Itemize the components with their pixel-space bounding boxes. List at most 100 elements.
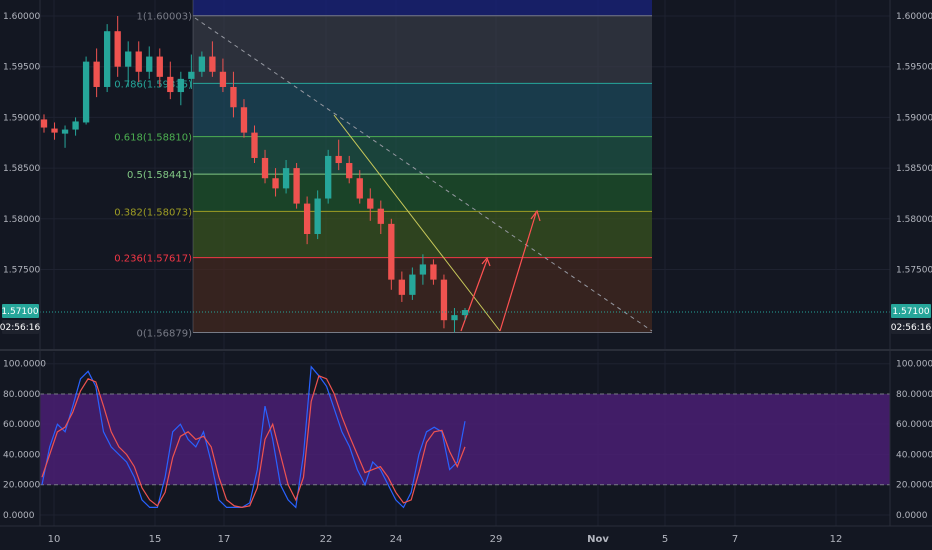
candle-body [82, 61, 90, 123]
fib-zone [193, 0, 652, 16]
osc-tick-left: 80.0000 [3, 390, 40, 400]
time-label: 15 [149, 534, 162, 545]
right-countdown: 02:56:16 [891, 323, 932, 333]
candle-body [240, 107, 248, 133]
price-tick-right: 1.59500 [896, 63, 932, 73]
price-tick-left: 1.58500 [3, 164, 40, 174]
time-label: 5 [662, 534, 668, 545]
price-tick-left: 1.59000 [3, 113, 40, 123]
fib-zone [193, 15, 652, 84]
candle-body [103, 31, 111, 87]
fibonacci-retracement[interactable]: 1(1.60003) 0.786(1.59335) 0.618(1.58810) 0.… [114, 0, 652, 339]
candle-body [72, 121, 79, 130]
price-tick-left: 1.57500 [3, 266, 40, 276]
stoch-d-line [41, 375, 466, 509]
time-label: 17 [218, 534, 231, 545]
candle-body [177, 78, 184, 93]
fib-level-label: 0.5(1.58441) [127, 170, 192, 181]
candle-body [398, 279, 406, 295]
osc-tick-left: 0.0000 [3, 511, 35, 521]
stoch-band [40, 393, 890, 485]
candle-body [156, 56, 163, 77]
candle-body [282, 168, 290, 189]
candle-body [293, 168, 300, 204]
candle-body [125, 51, 132, 67]
left-last-price: 1.57100 [1, 307, 38, 317]
left-price-badge: 1.57100 02:56:16 [0, 304, 40, 334]
right-countdown-bg [891, 320, 931, 334]
candle-body [325, 155, 332, 199]
price-tick-right: 1.58000 [896, 215, 932, 225]
candle-body [93, 61, 100, 87]
osc-tick-left: 40.0000 [3, 450, 40, 460]
time-label: 12 [830, 534, 843, 545]
candle-body [314, 198, 321, 235]
time-label: 24 [390, 534, 403, 545]
fib-zone [193, 211, 652, 258]
candle-body [219, 71, 227, 87]
candle-body [377, 208, 384, 224]
osc-tick-right: 60.0000 [896, 420, 932, 430]
price-tick-left: 1.59500 [3, 63, 40, 73]
left-countdown: 02:56:16 [0, 323, 40, 333]
candle-body [167, 76, 174, 93]
fib-level-label: 0.236(1.57617) [114, 254, 192, 265]
osc-tick-right: 0.0000 [896, 511, 928, 521]
candle-body [146, 56, 153, 72]
axes[interactable]: 1.60000 1.60000 1.59500 1.59500 1.59000 1.590… [3, 12, 932, 545]
right-price-badge-bg [891, 304, 931, 318]
candle-body [198, 56, 206, 72]
candle-body [272, 178, 279, 189]
candle-body [419, 264, 427, 275]
time-label: 10 [48, 534, 61, 545]
candle-body [356, 178, 363, 199]
right-last-price: 1.57100 [892, 307, 929, 317]
fib-zone [193, 174, 652, 212]
arrow-line-2[interactable] [499, 212, 537, 332]
stochastic-panel [40, 365, 890, 509]
candle-body [440, 279, 448, 321]
candle-body [335, 155, 342, 164]
candle-body [261, 157, 269, 179]
osc-tick-right: 40.0000 [896, 450, 932, 460]
trend-line[interactable] [333, 114, 501, 332]
candle-body [461, 310, 469, 316]
candle-body [51, 128, 58, 133]
price-tick-left: 1.60000 [3, 12, 40, 22]
candle-body [114, 31, 121, 67]
price-tick-right: 1.57500 [896, 266, 932, 276]
candle-body [303, 203, 311, 235]
price-tick-right: 1.59000 [896, 113, 932, 123]
osc-tick-right: 100.0000 [896, 360, 932, 370]
candle-body [409, 274, 416, 295]
candle-body [209, 56, 216, 72]
time-label: 22 [320, 534, 333, 545]
candle-body [135, 51, 142, 72]
price-tick-right: 1.60000 [896, 12, 932, 22]
fib-zone [193, 136, 652, 175]
candle-body [388, 223, 395, 280]
time-label: 29 [490, 534, 503, 545]
fib-level-label: 1(1.60003) [136, 12, 192, 23]
left-price-badge-bg [2, 304, 39, 318]
osc-tick-left: 60.0000 [3, 420, 40, 430]
candle-body [61, 129, 69, 134]
price-tick-left: 1.58000 [3, 215, 40, 225]
time-label: 7 [732, 534, 738, 545]
fib-level-label: 0.382(1.58073) [114, 207, 192, 218]
right-price-badge: 1.57100 02:56:16 [891, 304, 932, 334]
candle-body [430, 264, 437, 280]
candle-body [367, 198, 374, 209]
osc-tick-right: 20.0000 [896, 481, 932, 491]
fib-level-label: 0.786(1.59335) [114, 79, 192, 90]
stoch-k-line [41, 365, 466, 509]
arrow-head-2 [530, 209, 541, 222]
candle-body [451, 315, 458, 321]
arrow-head-1 [481, 256, 491, 267]
fib-zone [193, 83, 652, 137]
time-label: Nov [587, 534, 609, 545]
candlestick-series [40, 16, 469, 333]
fib-level-label: 0(1.56879) [136, 328, 192, 339]
price-tick-right: 1.58500 [896, 164, 932, 174]
